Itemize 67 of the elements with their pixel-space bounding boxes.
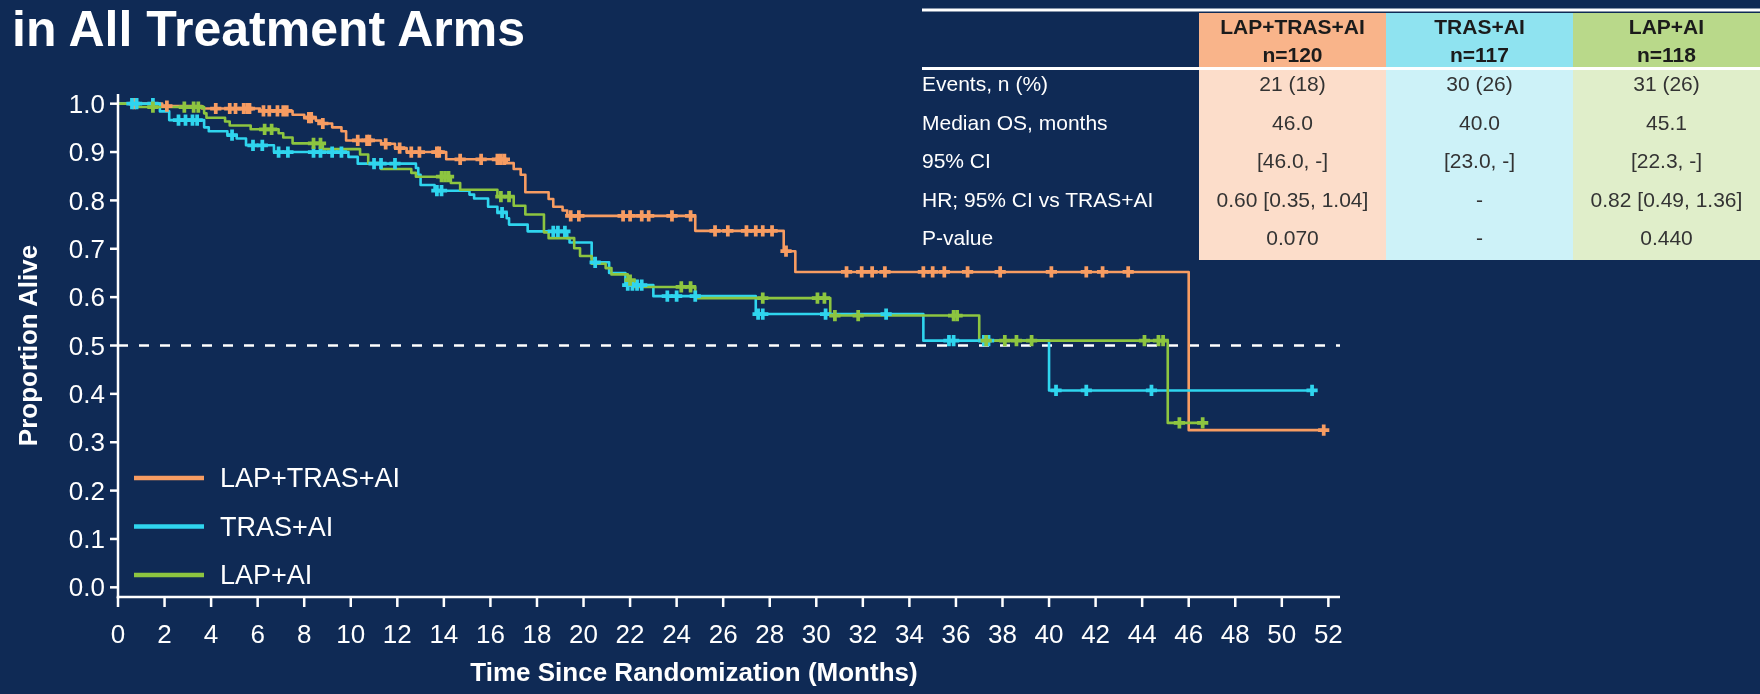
x-tick-label: 26 — [708, 619, 738, 650]
text: 45.1 — [1646, 110, 1687, 134]
chart-title: in All Treatment Arms — [12, 1, 526, 57]
legend-label: LAP+AI — [220, 560, 313, 591]
category-label: 95% CI — [922, 149, 991, 173]
x-tick-label: 34 — [894, 619, 924, 650]
category-label: Events, n (%) — [922, 72, 1049, 96]
x-tick-label: 12 — [382, 619, 412, 650]
y-tick-label: 0.1 — [68, 524, 105, 555]
x-tick-label: 10 — [336, 619, 366, 650]
text: 31 (26) — [1633, 72, 1700, 96]
x-tick-label: 16 — [475, 619, 505, 650]
category-label: TRAS+AI n=117 — [1434, 14, 1525, 66]
text: 0.440 — [1640, 226, 1693, 250]
x-tick-label: 38 — [988, 619, 1017, 650]
y-tick-label: 0.0 — [68, 572, 105, 603]
x-tick-label: 20 — [569, 619, 598, 650]
y-tick-label: 0.6 — [68, 282, 105, 313]
y-tick-label: 0.3 — [68, 427, 105, 458]
text: 46.0 — [1272, 110, 1313, 134]
legend-label: LAP+TRAS+AI — [220, 463, 401, 494]
text: - — [1476, 187, 1483, 211]
legend-label: TRAS+AI — [220, 511, 334, 542]
category-label: LAP+AI n=118 — [1628, 14, 1705, 66]
x-tick-label: 0 — [110, 619, 126, 650]
y-tick-label: 0.8 — [68, 185, 105, 216]
y-tick-label: 0.5 — [68, 330, 105, 361]
x-tick-label: 18 — [522, 619, 552, 650]
x-tick-label: 36 — [941, 619, 971, 650]
text: 21 (18) — [1259, 72, 1326, 96]
text: [46.0, -] — [1256, 149, 1329, 173]
text: [22.3, -] — [1630, 149, 1703, 173]
x-tick-label: 46 — [1174, 619, 1204, 650]
text: 30 (26) — [1446, 72, 1513, 96]
y-tick-label: 1.0 — [68, 88, 105, 119]
category-label: P-value — [922, 226, 994, 250]
x-tick-label: 4 — [203, 619, 219, 650]
x-tick-label: 28 — [755, 619, 785, 650]
x-tick-label: 8 — [296, 619, 312, 650]
x-tick-label: 30 — [801, 619, 831, 650]
text: 40.0 — [1459, 110, 1500, 134]
x-tick-label: 40 — [1034, 619, 1064, 650]
x-tick-label: 22 — [615, 619, 645, 650]
x-tick-label: 44 — [1127, 619, 1157, 650]
text: 0.070 — [1266, 226, 1319, 250]
x-axis-title: Time Since Randomization (Months) — [470, 657, 918, 687]
x-tick-label: 42 — [1081, 619, 1111, 650]
x-tick-label: 52 — [1313, 619, 1343, 650]
y-tick-label: 0.7 — [68, 233, 105, 264]
text: [23.0, -] — [1443, 149, 1516, 173]
y-tick-label: 0.2 — [68, 475, 105, 506]
y-tick-label: 0.9 — [68, 137, 105, 168]
x-tick-label: 2 — [157, 619, 172, 650]
text: 0.60 [0.35, 1.04] — [1216, 187, 1369, 211]
text: - — [1476, 226, 1483, 250]
x-tick-label: 24 — [662, 619, 692, 650]
x-tick-label: 14 — [429, 619, 459, 650]
category-label: HR; 95% CI vs TRAS+AI — [922, 187, 1154, 211]
x-tick-label: 50 — [1267, 619, 1297, 650]
y-axis-title: Proportion Alive — [13, 244, 44, 447]
x-tick-label: 48 — [1220, 619, 1250, 650]
y-tick-label: 0.4 — [68, 378, 105, 409]
text: 0.82 [0.49, 1.36] — [1590, 187, 1743, 211]
category-label: LAP+TRAS+AI n=120 — [1220, 14, 1365, 66]
category-label: Median OS, months — [922, 110, 1108, 134]
x-tick-label: 6 — [250, 619, 265, 650]
x-tick-label: 32 — [848, 619, 878, 650]
